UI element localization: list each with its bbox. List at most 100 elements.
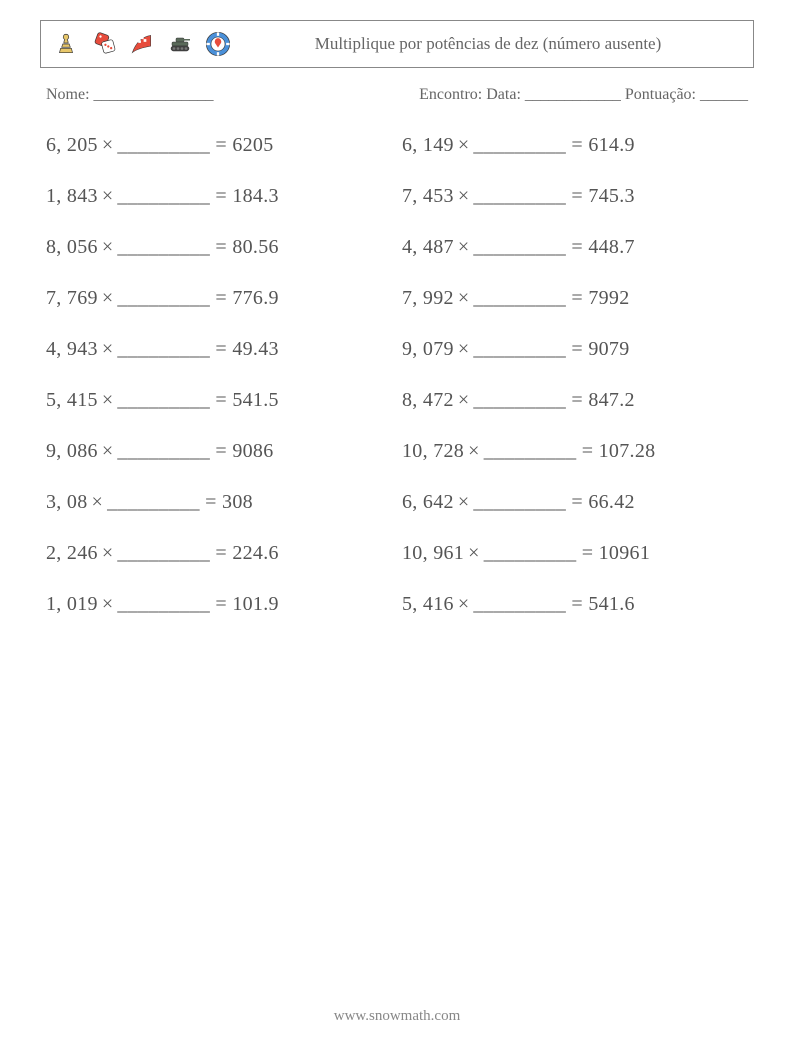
equals-sign: =: [571, 593, 583, 615]
problem-left: 6, 642: [402, 491, 454, 513]
equals-sign: =: [582, 542, 594, 564]
problem-right: 448.7: [588, 236, 635, 258]
problem-left: 6, 149: [402, 134, 454, 156]
problem-item: 5, 416 × _________ = 541.6: [402, 593, 748, 616]
problem-right: 184.3: [232, 185, 279, 207]
times-icon: ×: [98, 593, 118, 616]
times-icon: ×: [454, 185, 474, 208]
problem-blank: _________: [117, 338, 210, 360]
worksheet-title: Multiplique por potências de dez (número…: [233, 34, 753, 54]
problem-right: 847.2: [588, 389, 635, 411]
problem-item: 6, 642 × _________ = 66.42: [402, 491, 748, 514]
equals-sign: =: [215, 542, 227, 564]
problem-item: 4, 487 × _________ = 448.7: [402, 236, 748, 259]
times-icon: ×: [454, 389, 474, 412]
problem-right: 776.9: [232, 287, 279, 309]
problem-item: 2, 246 × _________ = 224.6: [46, 542, 392, 565]
problem-blank: _________: [117, 134, 210, 156]
problem-blank: _________: [473, 593, 566, 615]
problem-right: 6205: [232, 134, 273, 156]
problem-left: 8, 472: [402, 389, 454, 411]
problem-item: 6, 205 × _________ = 6205: [46, 134, 392, 157]
date-score-label: Encontro: Data: ____________ Pontuação: …: [419, 86, 748, 104]
problem-blank: _________: [473, 389, 566, 411]
times-icon: ×: [454, 338, 474, 361]
problem-blank: _________: [117, 287, 210, 309]
problem-left: 1, 843: [46, 185, 98, 207]
problem-blank: _________: [107, 491, 200, 513]
problem-right: 9079: [588, 338, 629, 360]
problem-right: 541.5: [232, 389, 279, 411]
info-row: Nome: _______________ Encontro: Data: __…: [40, 86, 754, 104]
problem-right: 224.6: [232, 542, 279, 564]
problem-left: 8, 056: [46, 236, 98, 258]
problem-item: 5, 415 × _________ = 541.5: [46, 389, 392, 412]
race-flag-icon: [127, 29, 157, 59]
problem-right: 745.3: [588, 185, 635, 207]
poker-chip-icon: [203, 29, 233, 59]
equals-sign: =: [215, 593, 227, 615]
problem-item: 1, 843 × _________ = 184.3: [46, 185, 392, 208]
problem-right: 7992: [588, 287, 629, 309]
problem-left: 2, 246: [46, 542, 98, 564]
times-icon: ×: [464, 440, 484, 463]
equals-sign: =: [215, 185, 227, 207]
equals-sign: =: [215, 440, 227, 462]
problem-item: 9, 086 × _________ = 9086: [46, 440, 392, 463]
problem-blank: _________: [484, 440, 577, 462]
problem-blank: _________: [473, 338, 566, 360]
problem-blank: _________: [117, 542, 210, 564]
problem-left: 5, 416: [402, 593, 454, 615]
problem-left: 1, 019: [46, 593, 98, 615]
chess-pawn-icon: [51, 29, 81, 59]
problem-left: 3, 08: [46, 491, 88, 513]
problem-item: 8, 056 × _________ = 80.56: [46, 236, 392, 259]
equals-sign: =: [582, 440, 594, 462]
problem-left: 10, 728: [402, 440, 464, 462]
problem-blank: _________: [473, 134, 566, 156]
dice-icon: [89, 29, 119, 59]
problem-blank: _________: [117, 185, 210, 207]
problem-item: 10, 728 × _________ = 107.28: [402, 440, 748, 463]
problem-right: 9086: [232, 440, 273, 462]
times-icon: ×: [98, 338, 118, 361]
tank-icon: [165, 29, 195, 59]
equals-sign: =: [571, 491, 583, 513]
times-icon: ×: [98, 134, 118, 157]
problem-right: 66.42: [588, 491, 635, 513]
problem-item: 7, 453 × _________ = 745.3: [402, 185, 748, 208]
times-icon: ×: [98, 287, 118, 310]
name-label: Nome: _______________: [46, 86, 214, 104]
equals-sign: =: [571, 185, 583, 207]
problem-right: 107.28: [599, 440, 656, 462]
times-icon: ×: [454, 236, 474, 259]
problem-left: 9, 079: [402, 338, 454, 360]
problem-left: 7, 992: [402, 287, 454, 309]
problem-item: 8, 472 × _________ = 847.2: [402, 389, 748, 412]
problem-right: 614.9: [588, 134, 635, 156]
footer-url: www.snowmath.com: [0, 1008, 794, 1025]
problem-right: 308: [222, 491, 253, 513]
problem-item: 1, 019 × _________ = 101.9: [46, 593, 392, 616]
problem-item: 9, 079 × _________ = 9079: [402, 338, 748, 361]
equals-sign: =: [215, 338, 227, 360]
equals-sign: =: [571, 287, 583, 309]
problem-right: 101.9: [232, 593, 279, 615]
problem-left: 4, 943: [46, 338, 98, 360]
times-icon: ×: [454, 287, 474, 310]
problem-item: 7, 992 × _________ = 7992: [402, 287, 748, 310]
problem-left: 7, 453: [402, 185, 454, 207]
problem-left: 9, 086: [46, 440, 98, 462]
times-icon: ×: [88, 491, 108, 514]
problem-blank: _________: [117, 440, 210, 462]
times-icon: ×: [98, 389, 118, 412]
problem-blank: _________: [473, 185, 566, 207]
header-icons: [41, 29, 233, 59]
problem-left: 6, 205: [46, 134, 98, 156]
problem-blank: _________: [473, 491, 566, 513]
worksheet-header: Multiplique por potências de dez (número…: [40, 20, 754, 68]
times-icon: ×: [454, 134, 474, 157]
equals-sign: =: [215, 389, 227, 411]
problem-left: 5, 415: [46, 389, 98, 411]
problem-blank: _________: [473, 287, 566, 309]
